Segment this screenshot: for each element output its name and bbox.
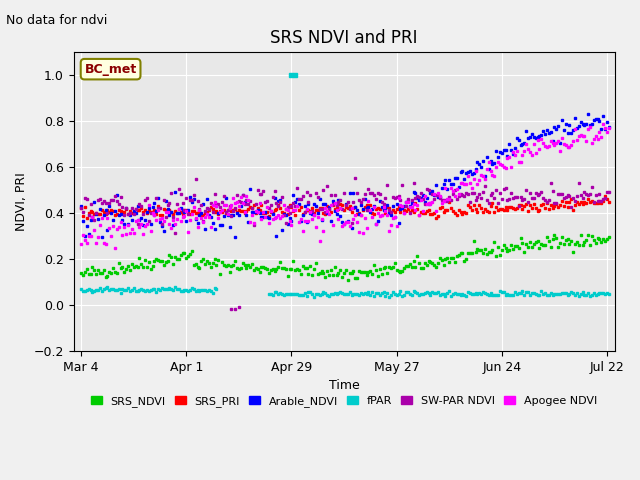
- Text: BC_met: BC_met: [84, 63, 137, 76]
- Legend: SRS_NDVI, SRS_PRI, Arable_NDVI, fPAR, SW-PAR NDVI, Apogee NDVI: SRS_NDVI, SRS_PRI, Arable_NDVI, fPAR, SW…: [86, 391, 602, 411]
- X-axis label: Time: Time: [329, 379, 360, 392]
- Y-axis label: NDVI, PRI: NDVI, PRI: [15, 172, 28, 231]
- Title: SRS NDVI and PRI: SRS NDVI and PRI: [270, 29, 418, 48]
- Text: No data for ndvi: No data for ndvi: [6, 14, 108, 27]
